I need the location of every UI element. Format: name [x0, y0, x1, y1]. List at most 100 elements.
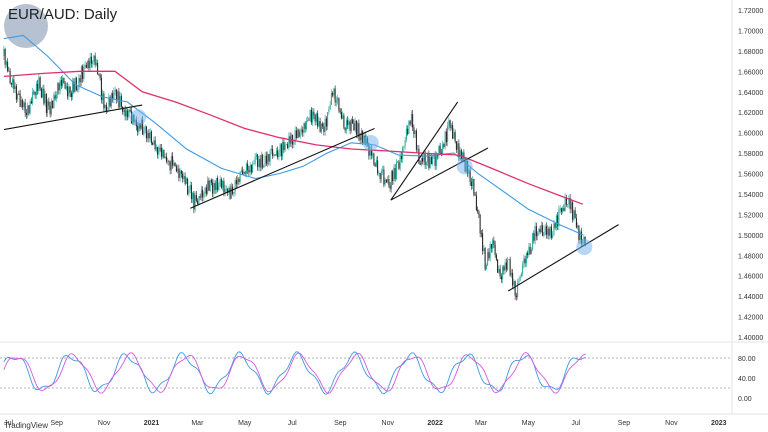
candle-body — [453, 132, 455, 139]
candle-body — [307, 120, 309, 122]
candle-body — [58, 83, 60, 91]
brand-logo-badge — [4, 4, 48, 48]
candle-body — [177, 168, 179, 172]
candle-body — [144, 126, 146, 131]
candle-body — [410, 114, 412, 125]
candle-body — [238, 178, 240, 183]
candle-body — [40, 88, 42, 98]
candle-body — [417, 148, 419, 150]
candle-body — [565, 197, 567, 205]
candle-body — [120, 96, 122, 107]
candle-body — [208, 180, 210, 191]
candle-body — [4, 48, 6, 65]
candle-body — [100, 77, 102, 100]
candle-body — [335, 100, 337, 103]
candle-body — [108, 97, 110, 111]
candle-body — [557, 215, 559, 227]
candle-body — [350, 119, 352, 131]
candle-body — [564, 197, 566, 211]
candle-body — [240, 170, 242, 172]
candle-body — [213, 183, 215, 194]
candle-body — [538, 228, 540, 233]
candle-body — [570, 202, 572, 210]
candle-body — [195, 195, 197, 201]
candle-body — [98, 74, 100, 76]
candle-body — [92, 61, 94, 64]
candle-body — [574, 210, 576, 219]
candle-body — [239, 171, 241, 183]
candle-body — [207, 180, 209, 194]
candle-body — [549, 226, 551, 236]
candle-body — [17, 93, 19, 100]
candle-body — [160, 147, 162, 157]
candle-body — [320, 123, 322, 133]
candle-body — [109, 97, 111, 107]
candle-body — [235, 180, 237, 185]
y-tick-label: 1.62000 — [738, 110, 763, 117]
candle-body — [179, 170, 181, 178]
candle-body — [395, 161, 397, 179]
x-tick-label: Sep — [50, 420, 63, 427]
candle-body — [424, 154, 426, 166]
candle-body — [563, 208, 565, 211]
candle-body — [528, 246, 530, 256]
candle-body — [219, 179, 221, 187]
candle-body — [5, 61, 7, 65]
y-tick-label: 1.50000 — [738, 233, 763, 240]
candle-body — [162, 149, 164, 157]
candle-body — [542, 225, 544, 236]
candle-body — [7, 61, 9, 72]
candle-body — [255, 154, 257, 157]
candle-body — [377, 160, 379, 174]
candle-body — [535, 226, 537, 237]
candle-body — [229, 187, 231, 199]
candle-body — [30, 101, 32, 104]
candle-body — [42, 88, 44, 98]
candle-body — [49, 105, 51, 115]
candle-body — [420, 157, 422, 165]
candle-body — [154, 140, 156, 150]
y-tick-label: 1.54000 — [738, 192, 763, 199]
candle-body — [122, 106, 124, 112]
candle-body — [112, 93, 114, 99]
candle-body — [328, 108, 330, 113]
candle-body — [259, 158, 261, 168]
candle-body — [192, 192, 194, 200]
candle-body — [403, 146, 405, 148]
candle-body — [358, 123, 360, 138]
candle-body — [489, 243, 491, 259]
candle-body — [248, 170, 250, 173]
candle-body — [553, 223, 555, 236]
candle-body — [94, 55, 96, 65]
candle-body — [283, 141, 285, 151]
candle-body — [180, 170, 182, 174]
candle-body — [519, 276, 521, 281]
candle-body — [568, 198, 570, 205]
candle-body — [394, 168, 396, 179]
y-tick-label: 1.60000 — [738, 131, 763, 138]
candle-body — [445, 131, 447, 142]
candle-body — [250, 164, 252, 173]
candle-body — [315, 113, 317, 122]
candle-body — [470, 181, 472, 186]
trendline — [3, 104, 143, 131]
candle-body — [267, 154, 269, 164]
candle-body — [458, 143, 460, 157]
candle-body — [127, 110, 129, 118]
candle-body — [495, 255, 497, 260]
candle-body — [539, 228, 541, 232]
candle-body — [439, 145, 441, 153]
candle-body — [47, 101, 49, 113]
candle-body — [138, 123, 140, 132]
candle-body — [434, 155, 436, 166]
candle-body — [533, 233, 535, 241]
candle-body — [388, 179, 390, 186]
candle-body — [504, 262, 506, 271]
candle-body — [200, 189, 202, 198]
candle-body — [224, 188, 226, 193]
candle-body — [575, 218, 577, 228]
candle-body — [277, 150, 279, 158]
candle-body — [379, 173, 381, 179]
candle-body — [209, 180, 211, 191]
